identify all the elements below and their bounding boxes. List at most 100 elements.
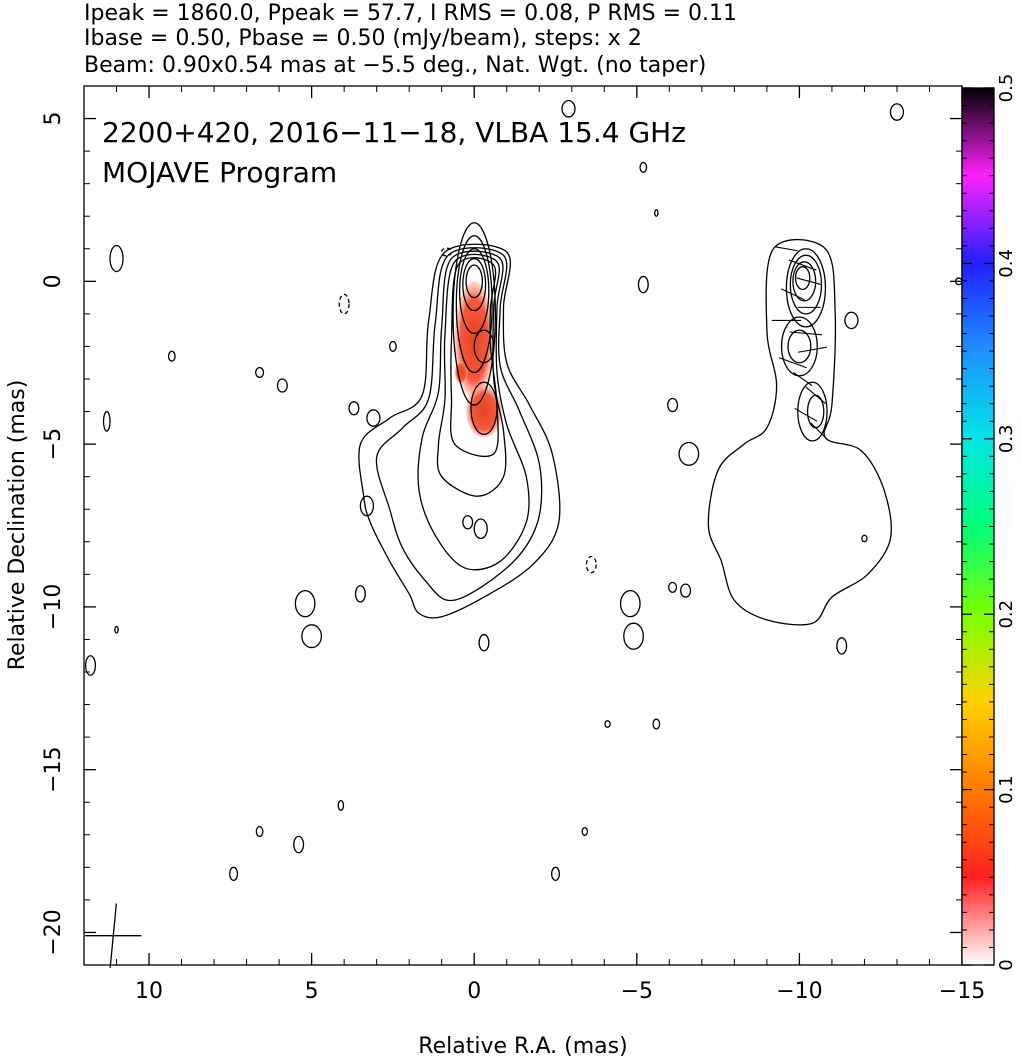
isolated-contour-37 <box>229 866 239 882</box>
isolated-contour-40 <box>441 247 453 257</box>
isolated-contour-12 <box>102 410 111 432</box>
isolated-contour-24 <box>667 397 679 413</box>
x-tick-label: 5 <box>305 979 319 1004</box>
intensity-contour-4 <box>450 257 499 458</box>
polarization-contour-3 <box>792 261 817 302</box>
isolated-contour-32 <box>604 720 611 728</box>
isolated-contour-3 <box>255 366 265 379</box>
isolated-contour-27 <box>889 103 905 121</box>
isolated-contour-13 <box>84 655 97 676</box>
evpa-vector-1 <box>788 259 817 271</box>
y-tick-label: 0 <box>41 274 66 288</box>
contour-layer <box>84 100 963 968</box>
polarization-region-2 <box>454 361 468 384</box>
isolated-contour-8 <box>359 495 375 517</box>
y-tick-label: −5 <box>41 428 66 460</box>
evpa-vector-10 <box>805 386 826 405</box>
y-tick-label: −20 <box>41 909 66 955</box>
isolated-contour-5 <box>348 401 360 416</box>
evpa-vector-layer <box>771 246 828 440</box>
polarization-contour-0 <box>707 238 892 626</box>
colorbar-tick-label: 0.5 <box>996 74 1017 103</box>
isolated-contour-9 <box>354 585 366 603</box>
axis-tick-labels: 10 5 0 −5 −10 −15 5 0 −5 −10 −15 −20 <box>41 112 985 1004</box>
x-tick-label: −5 <box>621 979 653 1004</box>
isolated-contour-38 <box>550 866 561 882</box>
polarization-contour-1 <box>785 248 827 328</box>
plot-frame <box>83 85 963 966</box>
isolated-contour-29 <box>836 637 848 655</box>
y-tick-label: 5 <box>41 112 66 126</box>
isolated-contour-14 <box>114 625 119 634</box>
isolated-contour-11 <box>301 624 323 649</box>
colorbar-tick-label: 0.3 <box>996 424 1017 453</box>
isolated-contour-18 <box>623 622 644 650</box>
polarization-contour-4 <box>794 266 811 291</box>
header-base-line: Ibase = 0.50, Pbase = 0.50 (mJy/beam), s… <box>84 26 642 51</box>
x-tick-label: −15 <box>939 979 985 1004</box>
isolated-contour-15 <box>478 633 490 652</box>
isolated-contour-21 <box>637 275 649 294</box>
isolated-contour-39 <box>581 826 589 837</box>
x-tick-label: 0 <box>467 979 481 1004</box>
colorbar-tick-label: 0.1 <box>996 775 1017 804</box>
intensity-contour-12 <box>473 518 488 540</box>
intensity-contour-0 <box>358 243 561 619</box>
isolated-contour-22 <box>639 161 648 173</box>
evpa-vector-2 <box>796 277 822 286</box>
y-tick-label: −10 <box>41 584 66 630</box>
intensity-contour-11 <box>473 329 495 364</box>
isolated-contour-26 <box>561 100 576 118</box>
colorbar-ticks: 0 0.1 0.2 0.3 0.4 0.5 <box>962 74 1017 971</box>
isolated-contour-34 <box>337 799 345 812</box>
intensity-contour-8 <box>462 257 487 312</box>
y-tick-label: −15 <box>41 746 66 792</box>
evpa-vector-6 <box>789 331 823 336</box>
isolated-contour-33 <box>652 718 661 730</box>
isolated-contour-35 <box>255 825 264 838</box>
evpa-vector-11 <box>794 407 818 422</box>
polarization-fill-layer <box>454 281 502 438</box>
isolated-contour-16 <box>585 555 597 574</box>
polarization-contour-6 <box>787 329 812 364</box>
evpa-vector-8 <box>778 357 807 369</box>
polarization-contour-5 <box>780 316 818 377</box>
polarization-region-1 <box>466 385 502 438</box>
y-axis-label: Relative Declination (mas) <box>5 380 30 671</box>
isolated-contour-2 <box>167 350 176 362</box>
isolated-contour-36 <box>293 835 305 854</box>
evpa-vector-0 <box>775 246 798 252</box>
evpa-vector-9 <box>793 372 813 386</box>
intensity-contour-1 <box>375 247 543 602</box>
isolated-contour-1 <box>338 293 350 315</box>
x-axis-label: Relative R.A. (mas) <box>418 1034 627 1059</box>
intensity-contour-9 <box>465 264 484 299</box>
isolated-contour-0 <box>109 244 124 273</box>
header-stats-line: Ipeak = 1860.0, Ppeak = 57.7, I RMS = 0.… <box>84 1 737 26</box>
isolated-contour-25 <box>678 441 700 466</box>
axis-ticks <box>83 85 963 966</box>
intensity-contour-6 <box>455 235 493 374</box>
polarization-contour-7 <box>797 381 828 442</box>
header-beam-line: Beam: 0.90x0.54 mas at −5.5 deg., Nat. W… <box>84 53 706 78</box>
evpa-vector-12 <box>810 422 828 440</box>
isolated-contour-17 <box>619 589 641 618</box>
intensity-contour-10 <box>470 381 498 435</box>
intensity-contour-2 <box>417 250 530 571</box>
colorbar-tick-label: 0.2 <box>996 600 1017 629</box>
isolated-contour-23 <box>654 209 659 217</box>
isolated-contour-7 <box>389 340 397 352</box>
isolated-contour-20 <box>680 583 692 598</box>
intensity-contour-13 <box>462 515 474 530</box>
isolated-contour-30 <box>861 534 868 543</box>
colorbar-tick-label: 0 <box>996 959 1017 970</box>
intensity-contour-5 <box>452 222 497 406</box>
evpa-vector-7 <box>797 346 827 353</box>
chart-subtitle: MOJAVE Program <box>102 156 337 189</box>
isolated-contour-10 <box>294 589 316 618</box>
isolated-contour-19 <box>668 581 678 593</box>
evpa-vector-3 <box>780 288 805 301</box>
isolated-contour-6 <box>366 409 381 427</box>
colorbar-tick-label: 0.4 <box>996 249 1017 278</box>
